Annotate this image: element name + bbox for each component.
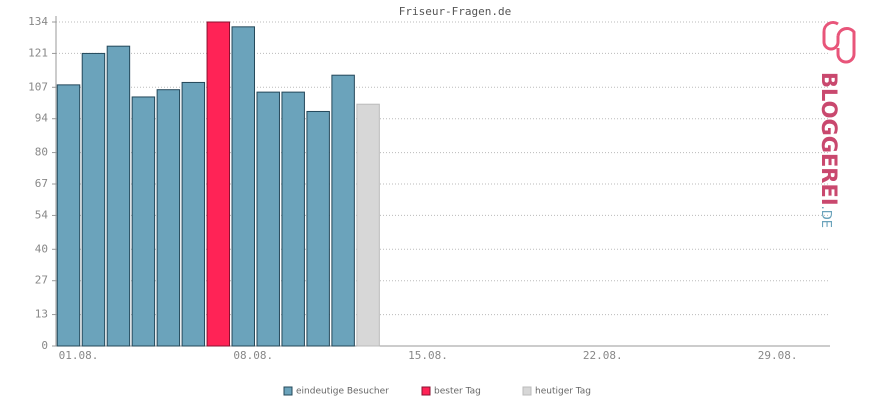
bar	[206, 21, 231, 347]
bar	[56, 84, 81, 347]
x-tick-label: 15.08.	[408, 349, 448, 362]
x-tick-label: 01.08.	[59, 349, 99, 362]
bar	[81, 52, 106, 347]
y-tick-label: 80	[35, 146, 48, 159]
bar	[356, 103, 380, 347]
y-tick-label: 134	[28, 15, 48, 28]
logo: BLOGGEREI.DE	[817, 20, 856, 228]
logo-icon	[822, 20, 856, 64]
bar	[156, 89, 181, 347]
legend-label: bester Tag	[434, 387, 481, 397]
legend-label: heutiger Tag	[535, 387, 591, 397]
legend-label: eindeutige Besucher	[296, 387, 389, 397]
bar	[281, 91, 305, 347]
legend-swatch	[283, 386, 293, 396]
logo-main: BLOGGEREI	[817, 72, 841, 206]
logo-text: BLOGGEREI.DE	[817, 72, 841, 228]
bar	[231, 26, 255, 347]
bar	[306, 110, 330, 347]
y-tick-label: 54	[35, 208, 49, 221]
bar	[106, 45, 131, 347]
y-tick-label: 121	[28, 46, 48, 59]
y-tick-label: 13	[35, 308, 48, 321]
y-tick-label: 40	[35, 242, 48, 255]
bar	[131, 96, 156, 347]
y-tick-label: 67	[35, 177, 48, 190]
x-tick-label: 08.08.	[233, 349, 273, 362]
y-tick-label: 0	[41, 339, 48, 352]
y-tick-label: 27	[35, 274, 48, 287]
legend-swatch	[522, 386, 532, 396]
bar	[181, 81, 206, 347]
bar	[256, 91, 280, 347]
logo-suffix: .DE	[818, 206, 833, 228]
x-tick-label: 22.08.	[583, 349, 623, 362]
x-tick-label: 29.08.	[758, 349, 798, 362]
bar	[331, 74, 355, 347]
y-tick-label: 107	[28, 80, 48, 93]
legend: eindeutige Besucher bester Tag heutiger Ta…	[283, 386, 591, 397]
legend-swatch	[421, 386, 431, 396]
chart-title: Friseur-Fragen.de	[399, 5, 512, 18]
y-tick-label: 94	[35, 112, 49, 125]
